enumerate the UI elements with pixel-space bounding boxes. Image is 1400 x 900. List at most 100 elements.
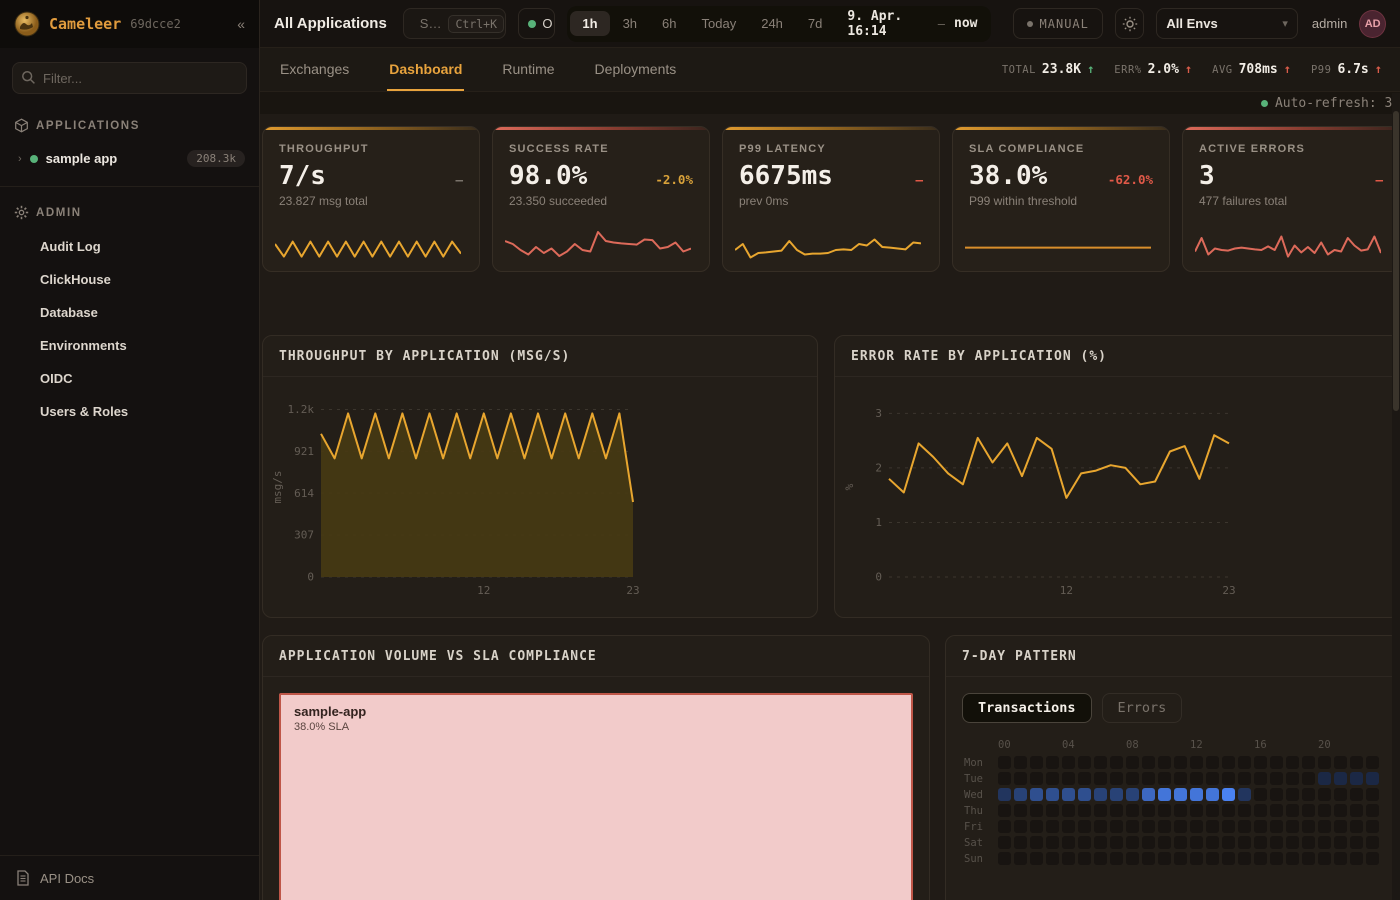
heatmap-cell bbox=[1238, 772, 1251, 785]
kpi-sparkline bbox=[275, 240, 461, 258]
sidebar-item-oidc[interactable]: OIDC bbox=[40, 371, 73, 386]
heatmap-cell bbox=[1318, 772, 1331, 785]
tab-runtime[interactable]: Runtime bbox=[502, 60, 555, 77]
document-icon bbox=[17, 870, 29, 886]
heatmap-cell bbox=[1302, 756, 1315, 769]
time-range-7d[interactable]: 7d bbox=[796, 11, 834, 36]
volume-sla-title: APPLICATION VOLUME VS SLA COMPLIANCE bbox=[279, 649, 597, 664]
date-range-label[interactable]: 9. Apr. 16:14 bbox=[847, 8, 903, 39]
stat-p99: P99 6.7s ↑ bbox=[1310, 62, 1382, 77]
app-status-dot bbox=[29, 154, 38, 163]
time-range-3h[interactable]: 3h bbox=[611, 11, 649, 36]
heatmap-cell bbox=[1142, 756, 1155, 769]
treemap-sla-value: 38.0% SLA bbox=[294, 721, 350, 733]
time-range-24h[interactable]: 24h bbox=[749, 11, 795, 36]
heatmap-cell bbox=[1302, 836, 1315, 849]
now-button[interactable]: now bbox=[954, 16, 978, 31]
sidebar-item-clickhouse[interactable]: ClickHouse bbox=[40, 272, 111, 287]
svg-text:0: 0 bbox=[307, 571, 314, 584]
sidebar-item-users-roles[interactable]: Users & Roles bbox=[40, 404, 129, 419]
heatmap-cell bbox=[1206, 772, 1219, 785]
heatmap-cell bbox=[1062, 836, 1075, 849]
heatmap-cell bbox=[1174, 852, 1187, 865]
time-range-1h[interactable]: 1h bbox=[570, 11, 610, 36]
heatmap-cell bbox=[1318, 788, 1331, 801]
sidebar-item-audit-log[interactable]: Audit Log bbox=[40, 239, 101, 254]
heatmap-cell bbox=[1350, 820, 1363, 833]
pattern-toggle-group: Transactions Errors bbox=[962, 693, 1383, 723]
heatmap-cell bbox=[1254, 788, 1267, 801]
global-search-input[interactable]: S… Ctrl+K bbox=[402, 8, 507, 39]
heatmap-day-label: Wed bbox=[964, 788, 983, 801]
kpi-card-success-rate[interactable]: SUCCESS RATE 98.0% -2.0% 23.350 succeeded bbox=[492, 126, 710, 272]
heatmap-cell bbox=[1158, 788, 1171, 801]
scrollbar-thumb[interactable] bbox=[1393, 111, 1399, 411]
heatmap-cell bbox=[1286, 804, 1299, 817]
heatmap-cell bbox=[1014, 772, 1027, 785]
manual-mode-pill[interactable]: MANUAL bbox=[1012, 8, 1103, 39]
heatmap-cell bbox=[1142, 836, 1155, 849]
sidebar-item-environments[interactable]: Environments bbox=[40, 338, 127, 353]
heatmap-cell bbox=[998, 820, 1011, 833]
kpi-card-throughput[interactable]: THROUGHPUT 7/s – 23.827 msg total bbox=[262, 126, 480, 272]
sun-icon bbox=[1122, 16, 1137, 31]
throughput-chart-svg: 1.2k 921 614 307 0 12 23 msg/s bbox=[271, 403, 640, 597]
tab-exchanges[interactable]: Exchanges bbox=[280, 60, 350, 77]
heatmap-cell bbox=[1366, 836, 1379, 849]
heatmap-cell bbox=[1030, 852, 1043, 865]
trend-up-icon: ↑ bbox=[1087, 62, 1095, 76]
heatmap-cell bbox=[1174, 772, 1187, 785]
treemap-cell-sample-app[interactable]: sample-app 38.0% SLA bbox=[279, 693, 913, 900]
environment-select[interactable]: All Envs ▾ bbox=[1156, 8, 1298, 39]
heatmap-row-wed: Wed bbox=[962, 788, 1383, 801]
heatmap-cell bbox=[1078, 804, 1091, 817]
seven-day-pattern-title: 7-DAY PATTERN bbox=[962, 649, 1077, 664]
heatmap-cell bbox=[1062, 788, 1075, 801]
heatmap-cell bbox=[1158, 772, 1171, 785]
cameleer-logo-icon bbox=[14, 11, 40, 37]
time-range-today[interactable]: Today bbox=[690, 11, 749, 36]
kpi-card-p99-latency[interactable]: P99 LATENCY 6675ms – prev 0ms bbox=[722, 126, 940, 272]
heatmap-cell bbox=[1238, 804, 1251, 817]
heatmap-cell bbox=[1158, 852, 1171, 865]
heatmap-cell bbox=[1270, 788, 1283, 801]
vertical-scrollbar[interactable] bbox=[1392, 93, 1400, 900]
dashboard-content: THROUGHPUT 7/s – 23.827 msg total SUCCESS RA… bbox=[260, 114, 1400, 900]
tab-dashboard[interactable]: Dashboard bbox=[387, 48, 465, 91]
theme-toggle-button[interactable] bbox=[1114, 8, 1145, 39]
sidebar-item-sample-app[interactable]: › sample app 208.3k bbox=[0, 143, 259, 174]
kpi-subtext: 477 failures total bbox=[1199, 194, 1288, 208]
time-range-6h[interactable]: 6h bbox=[650, 11, 688, 36]
svg-text:23: 23 bbox=[1222, 584, 1235, 597]
heatmap-cell bbox=[1142, 852, 1155, 865]
heatmap-cell bbox=[1110, 788, 1123, 801]
heatmap-cell bbox=[1334, 836, 1347, 849]
connection-status-pill[interactable]: O bbox=[518, 8, 556, 39]
username-label: admin bbox=[1311, 16, 1348, 31]
sidebar-collapse-icon[interactable]: « bbox=[237, 16, 245, 32]
kpi-card-active-errors[interactable]: ACTIVE ERRORS 3 – 477 failures total bbox=[1182, 126, 1400, 272]
svg-text:3: 3 bbox=[875, 407, 882, 420]
kpi-card-sla-compliance[interactable]: SLA COMPLIANCE 38.0% -62.0% P99 within thre… bbox=[952, 126, 1170, 272]
heatmap-cell bbox=[1110, 836, 1123, 849]
error-rate-chart-svg: 3 2 1 0 12 23% bbox=[843, 407, 1236, 597]
heatmap-cell bbox=[1190, 836, 1203, 849]
svg-text:msg/s: msg/s bbox=[271, 470, 284, 503]
heatmap-cell bbox=[1094, 836, 1107, 849]
heatmap-cell bbox=[1302, 788, 1315, 801]
avatar[interactable]: AD bbox=[1359, 9, 1386, 38]
toggle-errors[interactable]: Errors bbox=[1101, 693, 1183, 723]
heatmap-cell bbox=[1078, 836, 1091, 849]
sidebar-filter-input[interactable] bbox=[12, 62, 247, 94]
heatmap-cell bbox=[1126, 772, 1139, 785]
chevron-right-icon[interactable]: › bbox=[18, 152, 22, 165]
heatmap-cell bbox=[1110, 804, 1123, 817]
svg-text:12: 12 bbox=[477, 584, 490, 597]
sidebar-item-database[interactable]: Database bbox=[40, 305, 98, 320]
toggle-transactions[interactable]: Transactions bbox=[962, 693, 1092, 723]
kpi-accent-bar bbox=[953, 127, 1169, 130]
kpi-delta: – bbox=[1375, 172, 1383, 187]
heatmap-cell bbox=[1222, 820, 1235, 833]
tab-deployments[interactable]: Deployments bbox=[594, 60, 677, 77]
sidebar-item-api-docs[interactable]: API Docs bbox=[0, 855, 259, 900]
